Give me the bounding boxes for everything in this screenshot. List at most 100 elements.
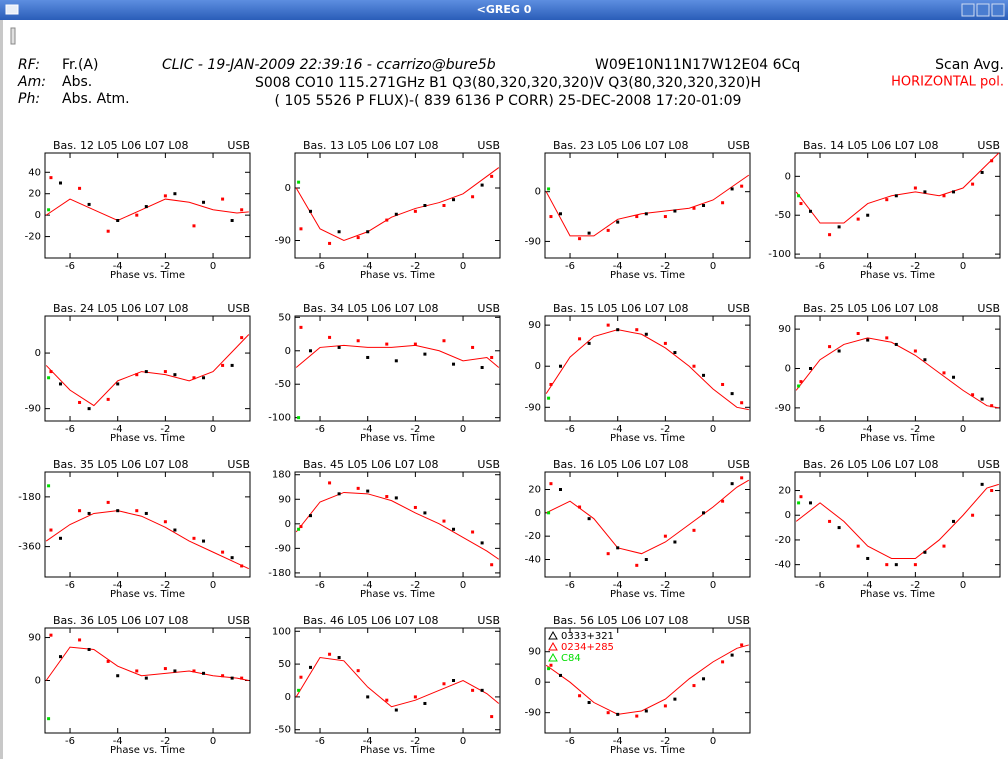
x-tick-label: -4 [113,261,123,272]
close-button[interactable] [991,3,1005,17]
y-tick-label: 0 [285,346,291,357]
data-point [587,231,591,235]
data-point [116,382,120,386]
x-tick-label: 0 [210,424,216,435]
x-tick-label: -6 [315,424,325,435]
toolbar-handle[interactable] [10,27,16,45]
panel-sideband: USB [977,302,1000,315]
data-point [913,186,917,190]
data-point [173,192,177,196]
fit-curve [295,344,500,368]
data-point [385,342,389,346]
x-tick-label: 0 [460,261,466,272]
data-point [740,476,744,480]
y-tick-label: 0 [535,508,541,519]
x-tick-label: -2 [660,261,670,272]
panel-title: Bas. 12 L05 L06 L07 L08 [53,139,189,152]
data-point [163,667,167,671]
plot-panel: Bas. 56 L05 L06 L07 L08 USB -6 -4 -2 0 Phase v… [525,614,751,756]
x-tick-label: 0 [960,261,966,272]
plot-frame [294,627,501,734]
data-point [866,556,870,560]
x-tick-label: -4 [863,580,873,591]
data-point [480,541,484,545]
ph-value: Abs. Atm. [62,91,130,107]
y-tick-label: -90 [525,708,541,719]
header-line1: CLIC - 19-JAN-2009 22:39:16 - ccarrizo@b… [162,57,496,73]
data-point [163,520,167,524]
data-point [692,206,696,210]
window-title: <GREG 0 [477,3,532,16]
x-tick-label: -6 [565,580,575,591]
data-point [828,345,832,349]
data-point [423,204,427,207]
data-point [635,328,639,332]
x-tick-label: -2 [910,580,920,591]
y-tick-label: -20 [775,535,791,546]
panel-title: Bas. 45 L05 L06 L07 L08 [303,458,439,471]
title-bar [0,0,1008,20]
data-point [240,564,244,568]
maximize-button[interactable] [976,3,990,17]
data-point [328,481,332,485]
data-point [240,208,244,212]
data-point [913,349,917,353]
x-tick-label: -4 [863,424,873,435]
data-point [385,698,389,702]
data-point [144,205,148,209]
minimize-button[interactable] [961,3,975,17]
data-point [423,352,427,356]
data-point [740,643,744,647]
data-point [58,181,62,185]
data-point [885,563,889,567]
y-tick-label: 0 [35,210,41,221]
data-point [740,401,744,405]
y-tick-label: 90 [28,633,41,644]
data-point [673,697,677,701]
y-tick-label: -360 [18,542,41,553]
data-point [587,701,591,705]
x-tick-label: -2 [910,261,920,272]
y-tick-label: 0 [285,692,291,703]
data-point [356,669,360,673]
panel-sideband: USB [477,139,500,152]
y-tick-label: -90 [275,236,291,247]
x-axis-label: Phase vs. Time [610,745,685,756]
panel-title: Bas. 23 L05 L06 L07 L08 [553,139,689,152]
window-menu-icon[interactable] [5,4,19,15]
data-point [894,342,898,346]
x-tick-label: -4 [613,261,623,272]
y-tick-label: 0 [285,183,291,194]
panel-title: Bas. 15 L05 L06 L07 L08 [553,302,689,315]
data-point [202,539,206,543]
data-point [144,511,148,515]
data-point [366,489,370,493]
x-tick-label: -4 [613,736,623,747]
x-tick-label: 0 [210,261,216,272]
data-point [299,325,303,329]
plot-panel: Bas. 34 L05 L06 L07 L08 USB -6 -4 -2 0 Phase v… [268,302,501,444]
data-point [471,688,475,692]
data-point [442,339,446,343]
x-tick-label: 0 [460,736,466,747]
data-point [442,204,446,207]
plot-frame [294,152,501,259]
fit-curve [45,510,250,570]
y-tick-label: -20 [525,531,541,542]
panel-title: Bas. 13 L05 L06 L07 L08 [303,139,439,152]
x-axis-label: Phase vs. Time [860,589,935,600]
data-point [394,496,398,500]
panel-title: Bas. 36 L05 L06 L07 L08 [53,614,189,627]
data-point [471,345,475,349]
panel-sideband: USB [727,614,750,627]
x-axis-label: Phase vs. Time [360,589,435,600]
data-point [173,528,177,532]
x-tick-label: -2 [160,580,170,591]
data-point [394,708,398,712]
data-point [828,519,832,523]
y-tick-label: -90 [275,543,291,554]
data-point [144,370,148,374]
x-tick-label: -2 [410,424,420,435]
